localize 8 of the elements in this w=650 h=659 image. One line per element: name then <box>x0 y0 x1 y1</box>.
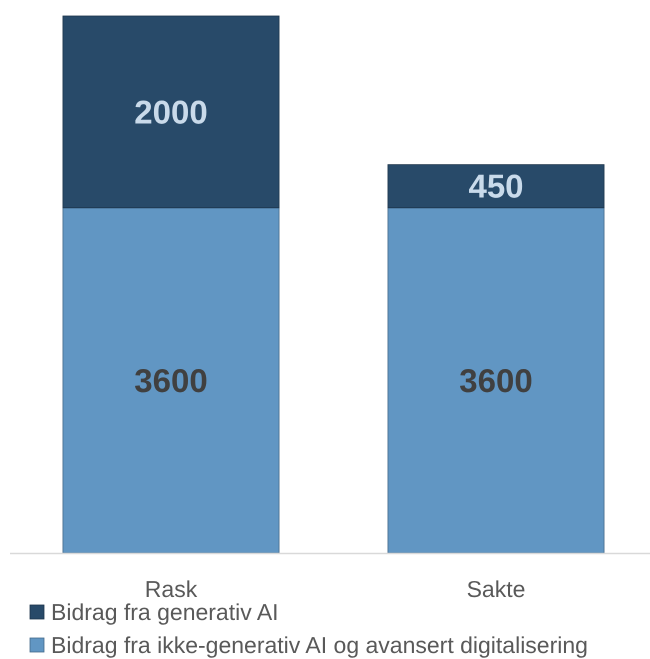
data-label: 3600 <box>134 362 208 399</box>
data-label: 2000 <box>134 93 208 130</box>
legend-label: Bidrag fra generativ AI <box>51 599 279 625</box>
x-tick-label: Sakte <box>466 576 526 602</box>
legend-label: Bidrag fra ikke-generativ AI og avansert digitalisering <box>51 632 588 658</box>
x-tick-label: Rask <box>144 576 198 602</box>
data-label: 450 <box>468 168 524 205</box>
data-label: 3600 <box>459 362 533 399</box>
